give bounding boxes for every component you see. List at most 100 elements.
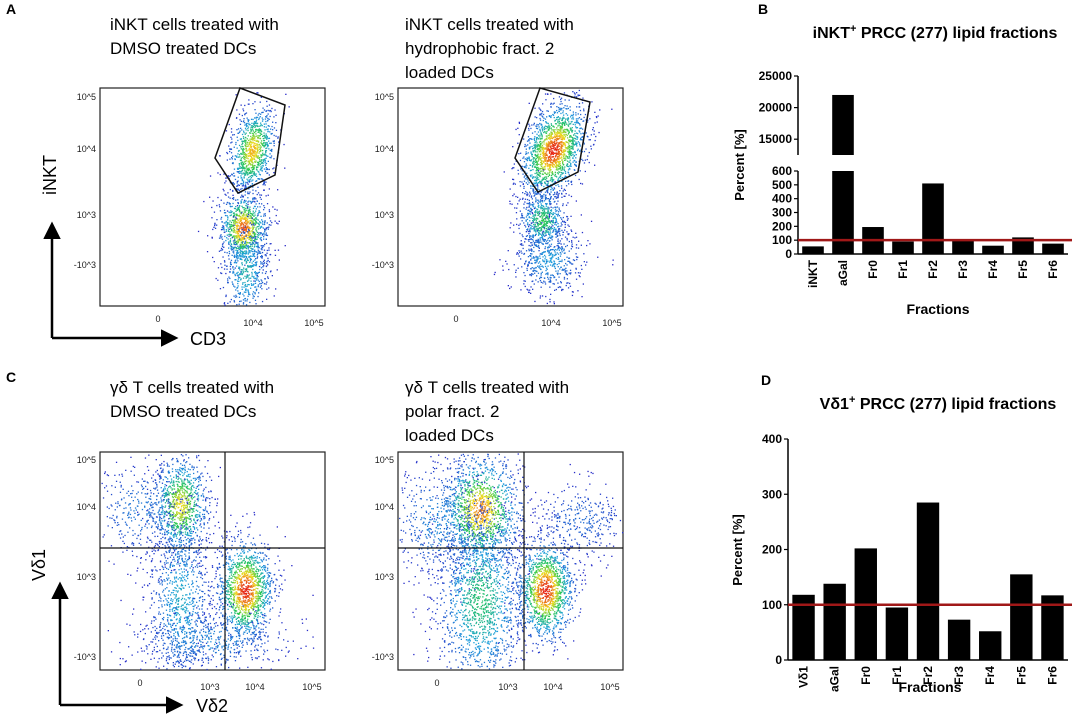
event-dot: [566, 157, 568, 159]
event-dot: [528, 233, 530, 235]
event-dot: [568, 147, 570, 149]
event-dot: [529, 210, 531, 213]
event-dot: [248, 265, 250, 267]
event-dot: [546, 122, 548, 124]
event-dot: [245, 304, 248, 306]
event-dot: [494, 271, 496, 274]
event-dot: [560, 97, 563, 99]
event-dot: [579, 143, 581, 146]
event-dot: [547, 220, 549, 223]
event-dot: [563, 155, 565, 157]
event-dot: [251, 138, 253, 141]
event-dot: [260, 124, 262, 126]
event-dot: [548, 164, 551, 166]
event-dot: [565, 122, 567, 124]
event-dot: [540, 151, 542, 153]
event-dot: [539, 253, 541, 255]
event-dot: [559, 126, 561, 129]
event-dot: [226, 152, 229, 155]
event-dot: [240, 218, 242, 220]
event-dot: [247, 183, 249, 185]
event-dot: [509, 227, 511, 229]
event-dot: [252, 141, 254, 143]
event-dot: [525, 219, 527, 221]
event-dot: [532, 236, 534, 239]
event-dot: [565, 267, 567, 269]
event-dot: [548, 246, 551, 248]
event-dot: [256, 226, 258, 228]
event-dot: [222, 242, 224, 245]
event-dot: [250, 234, 252, 236]
event-dot: [244, 114, 246, 116]
event-dot: [239, 269, 241, 271]
event-dot: [253, 235, 256, 237]
event-dot: [559, 164, 562, 167]
event-dot: [247, 203, 249, 206]
event-dot: [569, 149, 571, 151]
event-dot: [570, 195, 573, 198]
event-dot: [581, 158, 583, 160]
event-dot: [571, 127, 573, 129]
event-dot: [568, 121, 570, 123]
event-dot: [575, 200, 577, 202]
event-dot: [554, 191, 556, 194]
event-dot: [242, 236, 245, 238]
event-dot: [260, 267, 263, 269]
event-dot: [549, 155, 551, 157]
event-dot: [523, 166, 525, 168]
event-dot: [541, 135, 543, 137]
event-dot: [263, 189, 265, 191]
panel-c: C γδ T cells treated with DMSO treated D…: [6, 369, 624, 716]
event-dot: [534, 211, 536, 213]
event-dot: [235, 259, 237, 261]
event-dot: [245, 262, 247, 264]
event-dot: [548, 173, 550, 175]
event-dot: [537, 199, 539, 201]
event-dot: [233, 146, 235, 148]
event-dot: [240, 148, 242, 150]
event-dot: [559, 141, 561, 143]
event-dot: [252, 162, 254, 164]
event-dot: [255, 156, 257, 158]
event-dot: [223, 303, 225, 305]
event-dot: [577, 141, 579, 143]
event-dot: [590, 148, 592, 150]
event-dot: [563, 154, 565, 156]
event-dot: [553, 144, 555, 146]
tick-label: 10^4: [541, 318, 560, 328]
event-dot: [254, 117, 256, 119]
event-dot: [546, 261, 548, 263]
event-dot: [538, 192, 540, 194]
event-dot: [583, 116, 585, 119]
event-dot: [538, 159, 540, 161]
event-dot: [534, 259, 536, 261]
event-dot: [212, 200, 214, 202]
event-dot: [551, 143, 553, 145]
event-dot: [518, 224, 520, 226]
event-dot: [241, 129, 243, 131]
event-dot: [563, 107, 565, 109]
event-dot: [248, 176, 250, 179]
event-dot: [565, 245, 567, 248]
event-dot: [553, 260, 555, 262]
event-dot: [566, 216, 569, 218]
event-dot: [244, 284, 247, 286]
event-dot: [217, 196, 219, 199]
event-dot: [254, 126, 256, 128]
event-dot: [230, 221, 233, 224]
event-dot: [263, 139, 266, 142]
event-dot: [549, 281, 552, 283]
event-dot: [261, 280, 263, 282]
event-dot: [256, 146, 258, 148]
event-dot: [239, 277, 241, 279]
event-dot: [548, 208, 550, 210]
event-dot: [544, 156, 546, 158]
event-dot: [567, 282, 569, 284]
event-dot: [250, 202, 252, 204]
event-dot: [544, 247, 546, 250]
event-dot: [244, 156, 246, 159]
event-dot: [248, 149, 250, 151]
event-dot: [551, 255, 554, 257]
event-dot: [248, 167, 250, 169]
event-dot: [545, 151, 547, 153]
